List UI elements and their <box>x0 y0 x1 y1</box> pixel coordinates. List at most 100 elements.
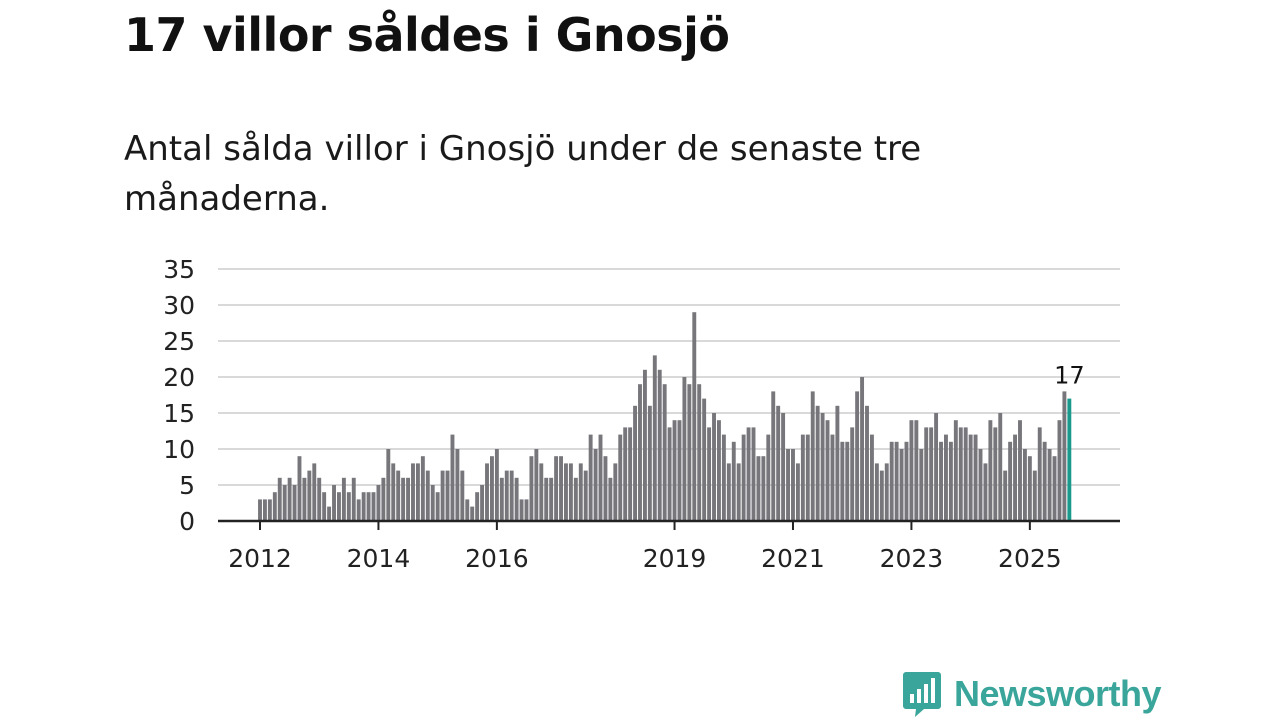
bar <box>958 427 963 521</box>
bar <box>1062 391 1067 521</box>
bar <box>366 492 371 521</box>
bar <box>766 434 771 521</box>
bar <box>568 463 573 521</box>
bar <box>963 427 968 521</box>
bar <box>988 420 993 521</box>
bar <box>455 449 460 521</box>
x-tick-label: 2012 <box>228 544 292 573</box>
bar <box>341 477 346 521</box>
y-tick-label: 10 <box>163 435 195 464</box>
bar <box>983 463 988 521</box>
bar <box>820 413 825 521</box>
bar <box>618 434 623 521</box>
bar <box>791 449 795 521</box>
x-tick-label: 2016 <box>465 544 529 573</box>
bar <box>944 434 948 521</box>
bar <box>1042 441 1047 521</box>
bar <box>677 420 682 521</box>
bar <box>1003 470 1008 521</box>
y-tick-label: 20 <box>163 363 195 392</box>
bar <box>786 449 790 521</box>
bar <box>302 477 307 521</box>
bar <box>702 398 707 521</box>
bar <box>524 499 529 521</box>
bar <box>924 427 929 521</box>
bar <box>840 441 845 521</box>
bar <box>1052 456 1057 521</box>
bar <box>628 427 633 521</box>
bar <box>855 391 860 521</box>
bar <box>721 434 726 521</box>
bar <box>307 470 312 521</box>
brand-name: Newsworthy <box>954 673 1162 714</box>
bar <box>480 485 485 521</box>
bar <box>736 463 741 521</box>
bar <box>282 485 287 521</box>
bar <box>272 492 277 521</box>
bar <box>953 420 958 521</box>
bar <box>564 463 568 521</box>
bar <box>968 434 973 521</box>
bar <box>672 420 677 521</box>
bar <box>322 492 327 521</box>
bar <box>396 470 401 521</box>
x-tick-label: 2014 <box>347 544 411 573</box>
bar <box>771 391 776 521</box>
bar <box>919 449 924 521</box>
bar <box>376 485 381 521</box>
bar <box>613 463 618 521</box>
bar <box>258 499 262 521</box>
bar <box>884 463 889 521</box>
bar <box>800 434 805 521</box>
x-tick-label: 2019 <box>643 544 707 573</box>
bar <box>879 470 884 521</box>
bar <box>490 456 494 521</box>
bar <box>889 441 894 521</box>
bar <box>860 377 865 521</box>
bar <box>430 485 435 521</box>
bar <box>647 405 652 521</box>
bar <box>406 477 410 521</box>
bar <box>751 427 756 521</box>
bar <box>845 441 850 521</box>
bar <box>420 456 425 521</box>
y-tick-label: 5 <box>179 471 195 500</box>
bar <box>830 434 835 521</box>
bar <box>317 477 322 521</box>
bar <box>741 434 746 521</box>
bar <box>485 463 489 521</box>
bar <box>292 485 297 521</box>
bar <box>815 405 820 521</box>
bar <box>805 434 810 521</box>
bar <box>993 427 998 521</box>
bar <box>894 441 899 521</box>
bar <box>287 477 292 521</box>
bar <box>401 477 406 521</box>
bar <box>1047 449 1052 521</box>
bars <box>258 312 1072 521</box>
bar <box>262 499 267 521</box>
bar <box>361 492 366 521</box>
bar <box>327 506 332 521</box>
bar <box>638 384 642 521</box>
bar <box>391 463 396 521</box>
bar <box>909 420 914 521</box>
latest-value-label: 17 <box>1054 362 1085 390</box>
bar <box>642 369 647 521</box>
bar <box>381 477 386 521</box>
bar <box>810 391 815 521</box>
y-axis-ticks: 0 5 10 15 20 25 30 35 <box>163 255 195 536</box>
bar <box>1057 420 1062 521</box>
bar <box>687 384 692 521</box>
bar <box>450 434 455 521</box>
bar <box>608 477 613 521</box>
bar <box>475 492 480 521</box>
bar <box>445 470 450 521</box>
bar <box>337 492 341 521</box>
bar <box>1027 456 1032 521</box>
bar <box>346 492 351 521</box>
bar <box>470 506 475 521</box>
bar <box>1018 420 1022 521</box>
bar <box>465 499 470 521</box>
